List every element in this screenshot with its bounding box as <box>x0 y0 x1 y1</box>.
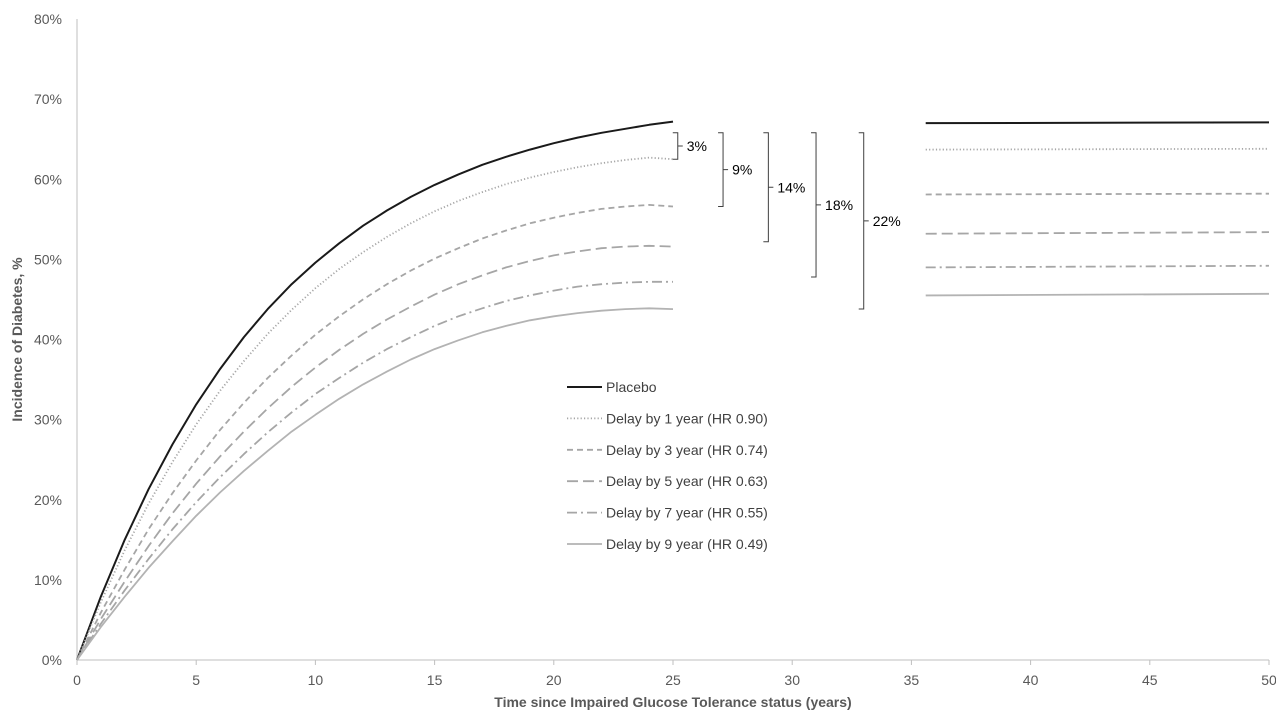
y-tick-label: 40% <box>34 332 62 348</box>
bracket-label-1: 3% <box>687 138 707 154</box>
series-line-5 <box>76 280 673 661</box>
series-plateau-1 <box>925 121 1270 125</box>
y-tick-label: 30% <box>34 412 62 428</box>
y-tick-label: 0% <box>42 652 62 668</box>
series-lines <box>76 120 1270 661</box>
y-tick-label: 80% <box>34 11 62 27</box>
legend-label-2: Delay by 1 year (HR 0.90) <box>606 410 768 426</box>
legend-label-4: Delay by 5 year (HR 0.63) <box>606 473 768 489</box>
y-axis-title: Incidence of Diabetes, % <box>9 257 25 422</box>
x-tick-label: 20 <box>546 672 562 688</box>
axes <box>76 19 1269 661</box>
bracket-4 <box>811 132 822 278</box>
series-plateau-2 <box>925 147 1270 151</box>
series-line-6 <box>76 307 674 661</box>
bracket-label-5: 22% <box>873 213 901 229</box>
y-tick-label: 50% <box>34 251 62 267</box>
series-line-1 <box>76 120 674 661</box>
y-tick-labels: 0% 10% 20% 30% 40% 50% 60% 70% 80% <box>34 11 62 668</box>
bracket-label-4: 18% <box>825 197 853 213</box>
bracket-5 <box>858 132 869 310</box>
series-line-4 <box>76 244 674 661</box>
x-tick-label: 50 <box>1261 672 1276 688</box>
legend-label-5: Delay by 7 year (HR 0.55) <box>606 505 768 521</box>
x-tick-label: 15 <box>427 672 443 688</box>
y-tick-label: 70% <box>34 91 62 107</box>
x-tick-label: 10 <box>308 672 324 688</box>
x-tick-label: 40 <box>1023 672 1039 688</box>
y-tick-label: 20% <box>34 492 62 508</box>
legend: Placebo Delay by 1 year (HR 0.90) Delay by… <box>567 379 768 552</box>
series-plateau-5 <box>925 264 1270 269</box>
bracket-1 <box>672 132 683 160</box>
legend-label-1: Placebo <box>606 379 657 395</box>
x-tick-label: 5 <box>192 672 200 688</box>
series-line-2 <box>76 156 674 661</box>
difference-brackets: 3% 9% 14% 18% 22% <box>672 132 901 310</box>
bracket-2 <box>718 132 729 207</box>
bracket-label-3: 14% <box>777 179 805 195</box>
series-plateau-4 <box>925 231 1270 235</box>
y-tick-label: 10% <box>34 572 62 588</box>
x-tick-label: 30 <box>784 672 800 688</box>
series-plateau-3 <box>925 192 1270 196</box>
x-tick-label: 25 <box>665 672 681 688</box>
x-tick-label: 45 <box>1142 672 1158 688</box>
y-tick-label: 60% <box>34 171 62 187</box>
x-tick-label: 0 <box>73 672 81 688</box>
legend-label-6: Delay by 9 year (HR 0.49) <box>606 536 768 552</box>
legend-label-3: Delay by 3 year (HR 0.74) <box>606 442 768 458</box>
x-tick-label: 35 <box>904 672 920 688</box>
bracket-3 <box>763 132 774 243</box>
series-plateau-6 <box>925 292 1270 297</box>
series-line-3 <box>76 203 674 661</box>
bracket-label-2: 9% <box>732 162 752 178</box>
x-tick-labels: 0 5 10 15 20 25 30 35 40 45 50 <box>73 660 1276 688</box>
x-axis-title: Time since Impaired Glucose Tolerance st… <box>494 694 851 710</box>
